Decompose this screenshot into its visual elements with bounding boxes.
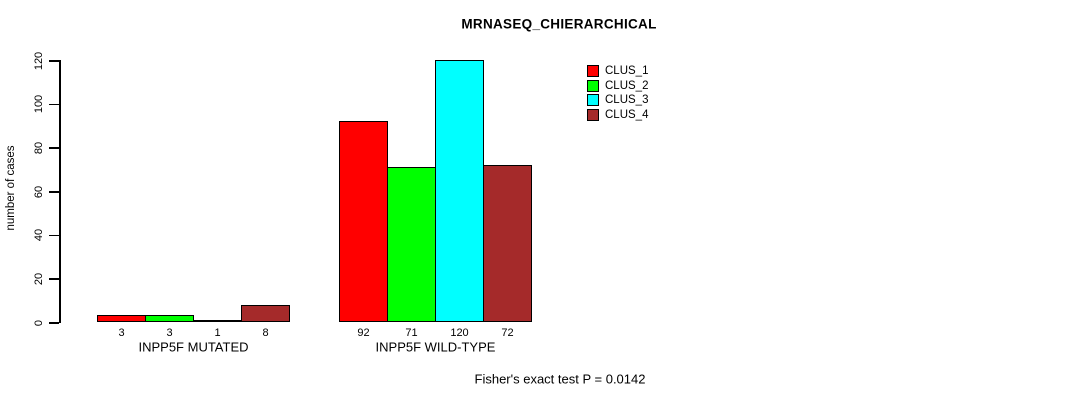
legend-label: CLUS_1 — [605, 65, 649, 77]
bar — [483, 164, 532, 322]
legend-swatch — [587, 79, 599, 92]
y-tick-label: 100 — [33, 94, 45, 114]
y-tick — [49, 322, 59, 324]
x-group-label: INPP5F WILD-TYPE — [375, 339, 496, 355]
y-tick-label: 60 — [33, 185, 45, 198]
bar-value-label: 3 — [118, 327, 125, 339]
y-tick — [49, 103, 59, 106]
footer-note: Fisher's exact test P = 0.0142 — [474, 371, 646, 387]
y-tick — [49, 60, 59, 62]
bar — [193, 319, 242, 322]
legend-label: CLUS_3 — [605, 94, 649, 106]
y-tick-label: 20 — [33, 272, 45, 285]
bar — [387, 166, 436, 322]
legend-label: CLUS_4 — [605, 108, 649, 121]
legend-swatch — [587, 65, 599, 77]
bar-value-label: 72 — [501, 327, 514, 339]
bar-value-label: 8 — [262, 327, 269, 339]
bar — [145, 315, 194, 322]
legend-swatch — [587, 94, 599, 106]
y-axis-label: number of cases — [5, 145, 17, 231]
bar-value-label: 92 — [357, 327, 370, 339]
y-tick — [49, 191, 59, 193]
bar-value-label: 1 — [214, 327, 221, 339]
legend-label: CLUS_2 — [605, 79, 649, 92]
y-axis-line — [59, 60, 61, 323]
bar-value-label: 71 — [405, 327, 418, 339]
chart-title: MRNASEQ_CHIERARCHICAL — [461, 16, 657, 32]
bar-value-label: 3 — [166, 327, 173, 339]
bar — [435, 60, 484, 322]
bar — [241, 304, 290, 322]
y-tick-label: 40 — [33, 229, 45, 242]
y-tick — [49, 278, 59, 280]
y-tick — [49, 234, 59, 237]
y-tick — [49, 147, 59, 149]
y-tick-label: 120 — [33, 51, 45, 70]
y-tick-label: 80 — [33, 141, 45, 154]
x-group-label: INPP5F MUTATED — [138, 339, 249, 355]
bar-value-label: 120 — [450, 327, 469, 339]
legend-swatch — [587, 108, 599, 121]
y-tick-label: 0 — [33, 319, 45, 326]
bar — [339, 121, 388, 322]
bar — [97, 315, 146, 322]
